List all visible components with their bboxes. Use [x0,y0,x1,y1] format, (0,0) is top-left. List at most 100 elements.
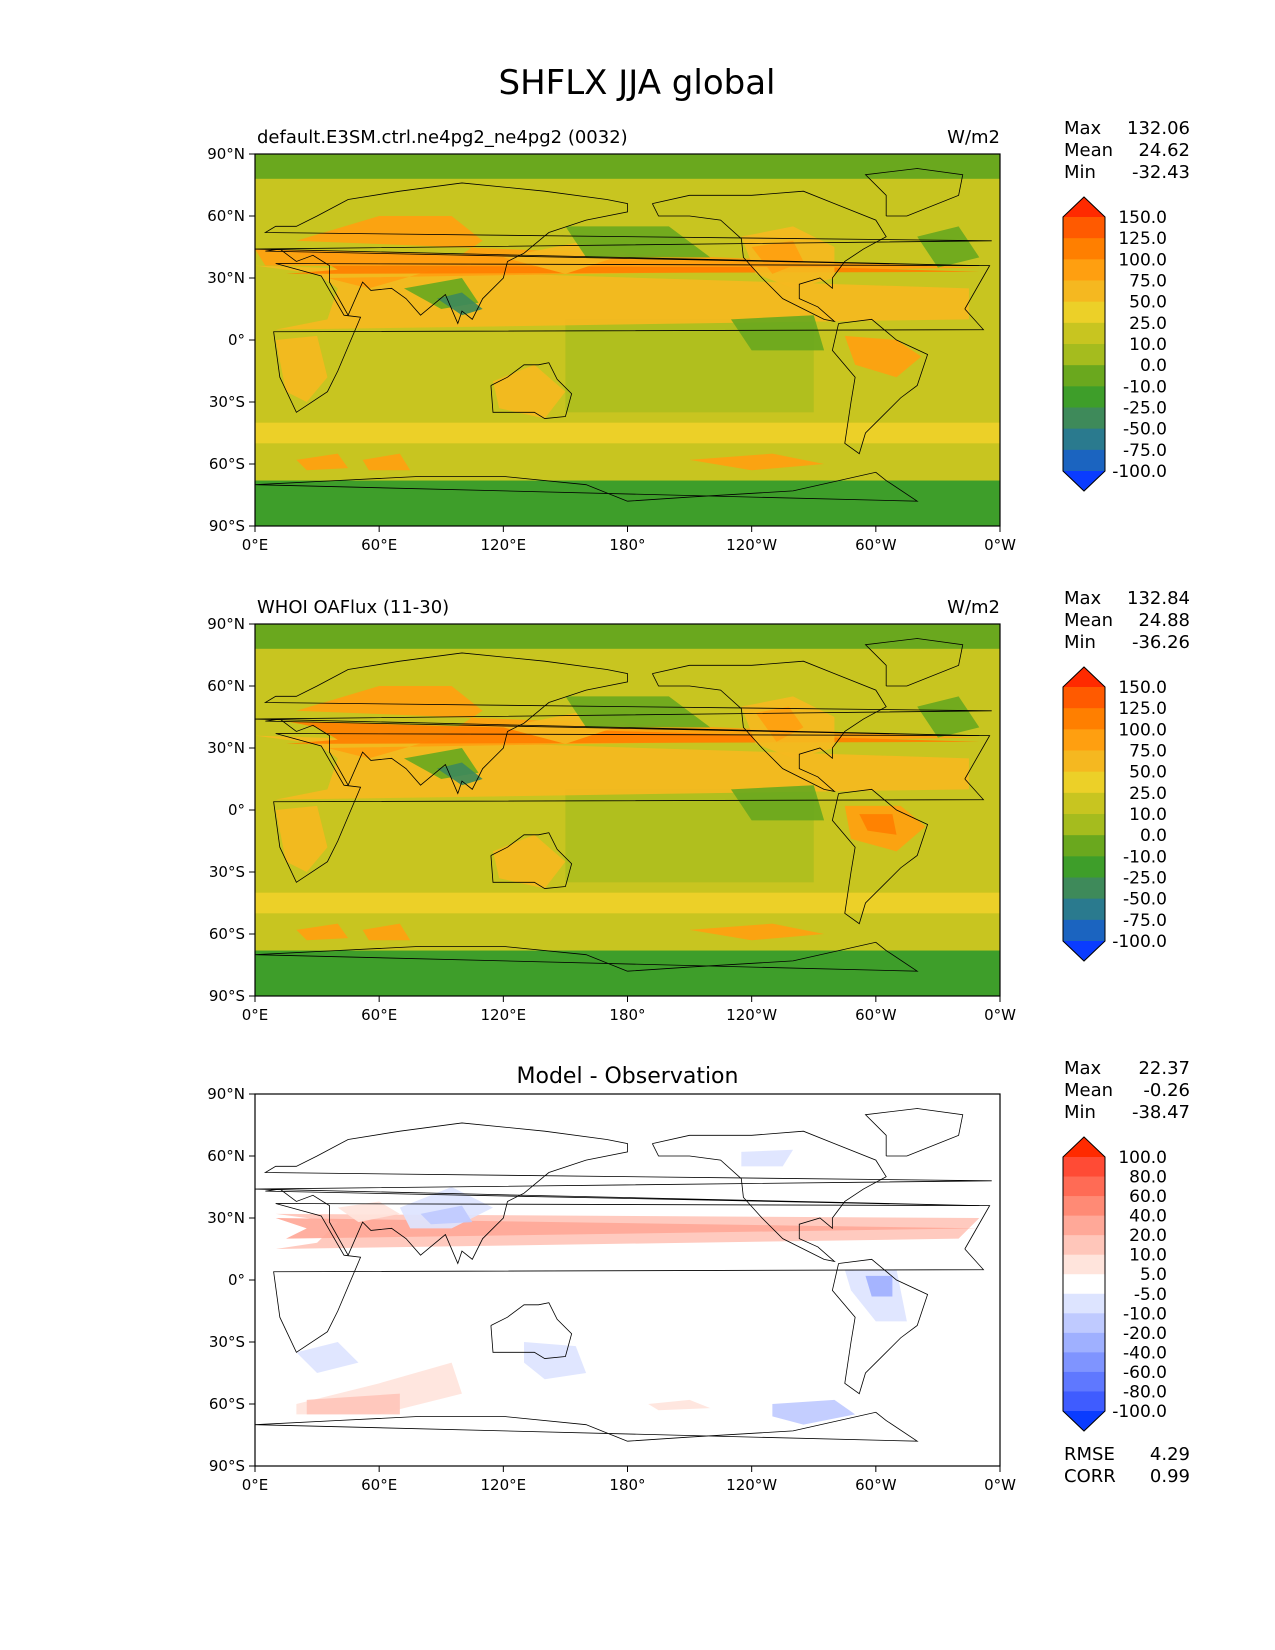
diff-indian-pos-core [306,1393,400,1415]
panel-units: W/m2 [947,597,1000,618]
colorbar-label: -5.0 [1134,1285,1167,1305]
land-maritime [437,762,483,786]
diff-south-atlantic-neg [296,1342,359,1373]
lat-tick-label: 0° [228,801,245,819]
colorbar-extend-bottom [1063,1411,1105,1431]
lat-tick-label: 60°N [207,677,245,695]
ocean-east-pacific-green [730,785,825,821]
coastline-australia [490,362,573,419]
land-us-core [755,706,804,742]
panels: 90°N60°N30°N0°30°S60°S90°S0°E 60°E 120°E 18… [207,118,1190,1494]
colorbar-label: -10.0 [1123,1304,1167,1324]
lat-tick-label: 60°N [207,207,245,225]
colorbar-segment [1063,835,1105,857]
colorbar-segment [1063,1293,1105,1314]
colorbar-extend-top [1063,1137,1105,1157]
lon-tick-label: 60°W [855,1476,897,1494]
colorbar-label: -100.0 [1112,462,1167,482]
colorbar-label: 60.0 [1129,1187,1167,1207]
colorbar-segment [1063,238,1105,260]
coastline-antarctica [255,1411,919,1442]
panel-center-title: Model - Observation [517,1064,739,1089]
land-australia [492,364,566,419]
panel-difference: 90°N 60°N 30°N 0° 30°S 60°S 90°S0°E 60°E 120°E 18… [207,1058,1190,1494]
colorbar-label: 150.0 [1118,208,1167,228]
colorbar-outline [1062,1136,1106,1432]
band-1 [255,422,1000,444]
diff-amazon-core [865,1275,893,1297]
colorbar-segment [1063,1371,1105,1392]
colorbar: 150.0125.0100.075.050.025.010.00.0-10.0-… [1062,666,1167,962]
colorbar-segment [1063,898,1105,921]
lat-tick-label: 0° [228,1271,245,1289]
land-southern-africa [275,805,328,872]
diff-mideast-pos [337,1201,400,1223]
diff-south-pacific-pos [648,1399,711,1411]
colorbar-label: -25.0 [1123,399,1167,419]
colorbar-label: 40.0 [1129,1207,1167,1227]
lon-tick-label: 0°W [984,1006,1016,1024]
coastline-north-america [651,190,887,323]
lon-tick-label: 120°W [726,536,777,554]
lat-tick-label: 60°S [209,925,245,943]
ocean-north-pacific-green [565,696,711,728]
colorbar-label: 75.0 [1129,272,1167,292]
colorbar-segment [1063,708,1105,730]
colorbar-label: 50.0 [1129,293,1167,313]
lat-tick-label: 90°N [207,1085,245,1103]
colorbar-label: -10.0 [1123,377,1167,397]
diff-australia-neg [524,1342,587,1380]
coastline-greenland [864,638,964,687]
stat-value-max: 22.37 [1138,1058,1190,1079]
colorbar-segment [1063,750,1105,773]
colorbar-label: -75.0 [1123,911,1167,931]
coastline-eurasia [255,1122,992,1265]
stat-value-max: 132.84 [1127,588,1190,609]
colorbar-segment [1063,919,1105,942]
colorbar-segment [1063,687,1105,709]
lon-tick-label: 120°W [726,1006,777,1024]
colorbar-label: 125.0 [1118,229,1167,249]
colorbar-segment [1063,1254,1105,1275]
map-field-reference [255,624,1000,996]
colorbar-label: 100.0 [1118,720,1167,740]
coastline-africa [273,733,991,883]
colorbar-segment [1063,856,1105,878]
stat-label-mean: Mean [1064,1080,1113,1101]
colorbar-segment [1063,344,1105,366]
colorbar-label: -75.0 [1123,441,1167,461]
land-australia [492,834,566,889]
stat-value-min: -32.43 [1132,162,1190,183]
lat-tick-label: 90°S [209,517,245,535]
stat-value-max: 132.06 [1127,118,1190,139]
lon-tick-label: 120°W [726,1476,777,1494]
ocean-north-atlantic-green [917,696,980,738]
land-amazon-core [859,814,897,835]
colorbar-label: 25.0 [1129,784,1167,804]
stat-label-rmse: RMSE [1064,1444,1115,1465]
colorbar-segment [1063,365,1105,387]
colorbar-extend-bottom [1063,941,1105,961]
colorbar-extend-top [1063,667,1105,687]
lon-tick-label: 60°E [361,1476,397,1494]
colorbar-segment [1063,1332,1105,1353]
colorbar: 100.080.060.040.020.010.05.0-5.0-10.0-20… [1062,1136,1167,1432]
lon-tick-label: 60°E [361,536,397,554]
colorbar-segment [1063,449,1105,472]
colorbar-label: -40.0 [1123,1343,1167,1363]
stat-label-min: Min [1064,1102,1096,1123]
lat-tick-label: 90°S [209,1457,245,1475]
colorbar-extend-top [1063,197,1105,217]
colorbar-segment [1063,729,1105,751]
stat-value-mean: 24.62 [1138,140,1190,161]
colorbar-label: 75.0 [1129,742,1167,762]
lon-tick-label: 0°W [984,536,1016,554]
colorbar-label: 0.0 [1140,826,1167,846]
stat-label-min: Min [1064,162,1096,183]
ocean-east-pacific-green [730,315,825,351]
colorbar-label: -50.0 [1123,890,1167,910]
lat-tick-label: 30°S [209,863,245,881]
lon-tick-label: 0°E [242,1476,269,1494]
colorbar-segment [1063,428,1105,451]
